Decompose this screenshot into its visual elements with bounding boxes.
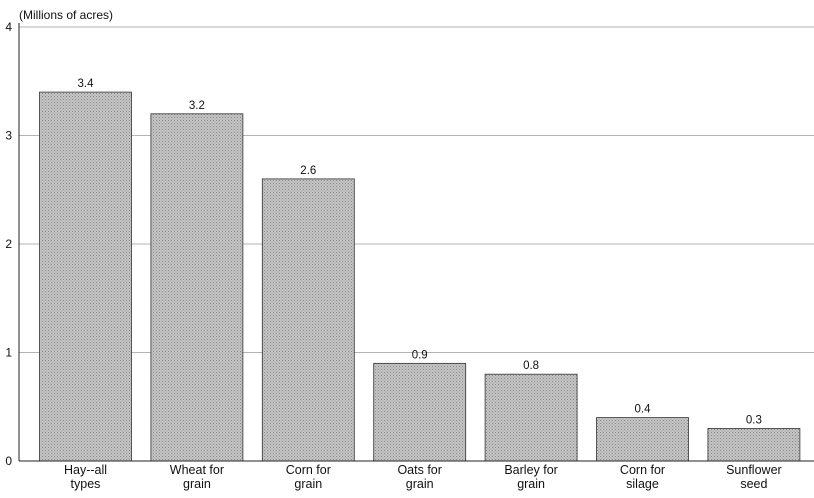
value-label-4: 0.8 xyxy=(523,360,539,372)
bar-4 xyxy=(484,373,578,462)
category-label-2-line-1: grain xyxy=(294,477,322,491)
y-tick-label-3: 3 xyxy=(5,129,12,143)
y-tick-label-4: 4 xyxy=(5,20,12,34)
value-label-3: 0.9 xyxy=(412,349,428,361)
category-label-0-line-1: types xyxy=(71,477,101,491)
category-label-3-line-1: grain xyxy=(406,477,434,491)
value-label-0: 3.4 xyxy=(78,78,95,90)
bar-5 xyxy=(596,417,689,462)
bar-6 xyxy=(707,428,801,462)
value-label-2: 2.6 xyxy=(300,165,316,177)
value-label-5: 0.4 xyxy=(635,404,652,416)
category-label-5-line-1: silage xyxy=(626,477,659,491)
y-tick-label-1: 1 xyxy=(5,346,12,360)
value-label-1: 3.2 xyxy=(189,100,205,112)
bars xyxy=(39,91,801,462)
category-label-5-line-0: Corn for xyxy=(620,463,665,477)
bar-3 xyxy=(373,362,467,462)
y-axis-unit-label: (Millions of acres) xyxy=(19,8,113,22)
category-label-6-line-0: Sunflower xyxy=(726,463,782,477)
y-tick-label-0: 0 xyxy=(5,454,12,468)
category-label-3-line-0: Oats for xyxy=(397,463,441,477)
axes xyxy=(18,23,814,462)
bar-1 xyxy=(150,113,244,462)
bar-0 xyxy=(39,91,132,462)
category-label-1-line-0: Wheat for xyxy=(170,463,224,477)
y-tick-label-2: 2 xyxy=(5,237,12,251)
category-label-0-line-0: Hay--all xyxy=(64,463,107,477)
value-label-6: 0.3 xyxy=(746,414,762,426)
category-label-4-line-1: grain xyxy=(517,477,545,491)
category-label-2-line-0: Corn for xyxy=(286,463,331,477)
bar-2 xyxy=(261,178,355,462)
category-label-4-line-0: Barley for xyxy=(504,463,558,477)
category-label-6-line-1: seed xyxy=(740,477,767,491)
gridlines xyxy=(19,26,814,353)
category-label-1-line-1: grain xyxy=(183,477,211,491)
